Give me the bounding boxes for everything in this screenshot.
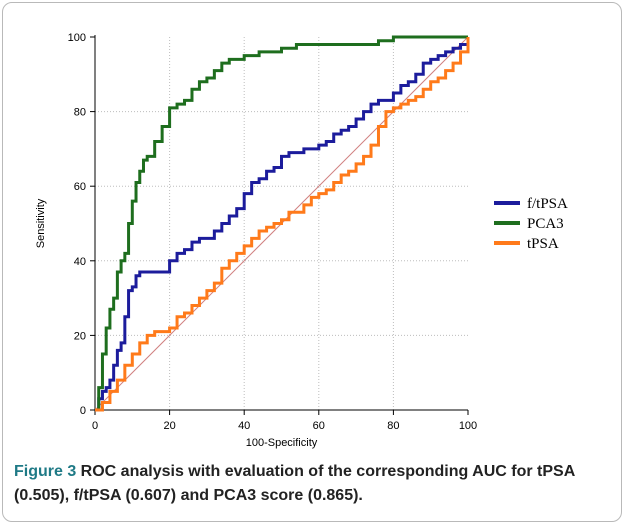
y-tick-label-1: 20 (74, 330, 86, 342)
x-tick-label-5: 100 (459, 420, 477, 432)
series-line-f-tpsa (95, 37, 470, 412)
legend-label-1: PCA3 (527, 216, 564, 232)
y-axis-title: Sensitivity (35, 198, 47, 248)
x-axis-title: 100-Specificity (246, 437, 318, 449)
figure-label: Figure 3 (14, 463, 77, 480)
figure-frame (2, 2, 622, 522)
x-tick-label-3: 60 (313, 420, 325, 432)
x-tick-label-2: 40 (238, 420, 250, 432)
figure-caption: Figure 3 ROC analysis with evaluation of… (14, 460, 614, 508)
roc-chart: 0 20 40 60 80 100 0 20 40 60 80 100 100-Specificity S… (35, 32, 568, 449)
x-tick-label-0: 0 (92, 420, 98, 432)
caption-text: ROC analysis with evaluation of the corr… (14, 463, 575, 504)
y-tick-label-0: 0 (80, 405, 86, 417)
y-tick-label-4: 80 (74, 107, 86, 119)
series-line-pca3 (95, 35, 468, 412)
legend-label-0: f/tPSA (527, 196, 568, 212)
series-line-tpsa (95, 37, 470, 412)
y-tick-label-5: 100 (68, 32, 86, 44)
x-tick-label-1: 20 (163, 420, 175, 432)
y-tick-label-2: 40 (74, 256, 86, 268)
legend-label-2: tPSA (527, 236, 559, 252)
roc-chart-svg: 0 20 40 60 80 100 0 20 40 60 80 100 100-Specificity S… (35, 32, 568, 449)
x-tick-label-4: 80 (387, 420, 399, 432)
y-tick-label-3: 60 (74, 181, 86, 193)
